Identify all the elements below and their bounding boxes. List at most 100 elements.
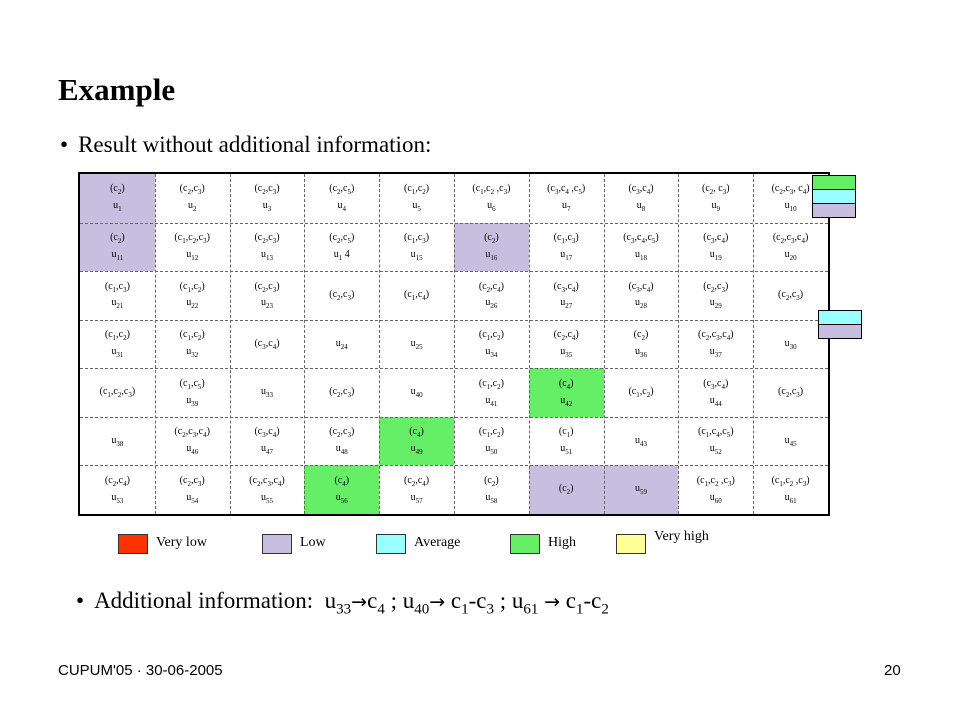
cell-unit: u39 xyxy=(186,394,199,408)
grid-column-divider xyxy=(154,174,156,514)
grid-cell: (c2,c4) u57 xyxy=(379,465,454,514)
grid-cell: (c3,c4) u47 xyxy=(230,417,305,466)
grid-cell: (c1,c3) u17 xyxy=(529,223,604,272)
grid-cell: (c2,c3) xyxy=(304,271,379,320)
cell-combination: (c3,c4) xyxy=(703,377,729,391)
cell-combination: (c1,c2 ,c3) xyxy=(472,183,511,197)
cell-unit: u28 xyxy=(634,297,647,311)
grid-cell: (c3,c4 ,c5) u7 xyxy=(529,174,604,223)
cell-combination: (c2,c3) xyxy=(778,386,804,400)
cell-combination: (c4) xyxy=(334,474,350,488)
cell-unit: u1 4 xyxy=(333,248,350,262)
cell-unit: u34 xyxy=(485,345,498,359)
cell-unit: u48 xyxy=(335,443,348,457)
cell-unit: u17 xyxy=(560,248,573,262)
cell-unit: u56 xyxy=(335,491,348,505)
cell-combination: (c1,c2) xyxy=(104,329,130,343)
cell-unit: u51 xyxy=(560,443,573,457)
grid-column-divider xyxy=(304,174,306,514)
grid-cell: (c3,c4) u19 xyxy=(678,223,753,272)
cell-combination: (c2,c3) xyxy=(254,280,280,294)
cell-combination: (c2,c4) xyxy=(404,474,430,488)
grid-cell: (c1,c2) u34 xyxy=(454,320,529,369)
cell-combination: (c2,c3,c4) xyxy=(249,474,285,488)
cell-combination: (c2,c4) xyxy=(553,329,579,343)
cell-combination: (c2) xyxy=(110,183,125,197)
grid-cell: (c2,c3,c4) u55 xyxy=(230,465,305,514)
cell-combination: (c1,c2) xyxy=(478,329,504,343)
cell-unit: u10 xyxy=(784,200,797,214)
grid-cell: (c2,c3) u29 xyxy=(678,271,753,320)
grid-cell: (c3,c4,c5) u18 xyxy=(604,223,679,272)
grid-column-divider xyxy=(379,174,381,514)
grid-cell: u40 xyxy=(379,368,454,417)
cell-unit: u18 xyxy=(634,248,647,262)
grid-cell: (c2,c4) u26 xyxy=(454,271,529,320)
grid-cell: (c2,c3,c4) u20 xyxy=(753,223,828,272)
cell-combination: (c2, c3) xyxy=(702,183,730,197)
grid-cell: (c1,c2) u32 xyxy=(155,320,230,369)
cell-unit: u3 xyxy=(262,200,272,214)
cell-unit: u8 xyxy=(636,200,646,214)
additional-info: • Additional information: u33→c4 ; u40→ c… xyxy=(76,588,609,618)
cell-unit: u25 xyxy=(410,337,423,351)
cell-unit: u35 xyxy=(560,345,573,359)
cell-unit: u11 xyxy=(111,248,124,262)
cell-combination: (c2,c3) xyxy=(329,386,355,400)
grid-column-divider xyxy=(229,174,231,514)
grid-cell: (c3,c4) u44 xyxy=(678,368,753,417)
cell-unit: u60 xyxy=(709,491,722,505)
legend-swatch xyxy=(118,534,148,554)
cell-combination: (c2,c4) xyxy=(478,280,504,294)
cell-unit: u47 xyxy=(260,443,273,457)
grid-cell: (c2) u36 xyxy=(604,320,679,369)
cell-combination: (c1,c2) xyxy=(179,329,205,343)
cell-unit: u9 xyxy=(711,200,721,214)
grid-cell: (c1,c4) xyxy=(379,271,454,320)
legend-label: High xyxy=(548,535,576,550)
cell-unit: u1 xyxy=(113,200,122,214)
cell-unit: u15 xyxy=(410,248,423,262)
grid-cell: (c2, c3) u9 xyxy=(678,174,753,223)
cell-unit: u30 xyxy=(784,337,797,351)
additional-prefix: Additional information: xyxy=(94,588,314,613)
cell-combination: (c2,c3) xyxy=(778,289,804,302)
cell-combination: (c3,c4) xyxy=(553,280,579,294)
grid-cell: u33 xyxy=(230,368,305,417)
cell-unit: u4 xyxy=(337,200,347,214)
cell-unit: u36 xyxy=(634,345,647,359)
cell-unit: u41 xyxy=(485,394,498,408)
cell-unit: u42 xyxy=(560,394,573,408)
cell-unit: u16 xyxy=(485,248,498,262)
grid-column-divider xyxy=(454,174,455,514)
grid-cell: (c2,c4) u53 xyxy=(80,465,155,514)
cell-combination: (c1,c3) xyxy=(553,232,579,245)
cell-unit: u55 xyxy=(260,491,273,505)
additional-u33: u33 xyxy=(324,588,352,618)
cell-unit: u5 xyxy=(412,200,421,214)
cell-unit: u58 xyxy=(485,491,498,505)
cell-unit: u12 xyxy=(186,248,199,262)
cell-combination: (c2,c3) xyxy=(703,280,729,294)
grid-cell: (c1,c2) u5 xyxy=(379,174,454,223)
grid-cell: (c4) u49 xyxy=(379,416,454,466)
cell-unit: u7 xyxy=(561,200,571,214)
cell-combination: (c1,c2) xyxy=(628,386,654,400)
arrow-icon: → xyxy=(429,591,446,613)
cell-combination: (c3,c4) xyxy=(628,280,654,294)
cell-unit: u52 xyxy=(709,443,722,457)
cell-combination: (c2,c3) xyxy=(329,289,355,302)
cell-unit: u26 xyxy=(485,297,498,311)
grid-cell: (c1) u51 xyxy=(529,417,604,466)
legend-swatch xyxy=(616,534,646,554)
cell-combination: (c2) xyxy=(484,232,499,245)
cell-combination: (c3,c4) xyxy=(254,426,280,440)
grid-cell: (c1,c3) u21 xyxy=(80,271,155,320)
grid-cell: (c1,c2) u41 xyxy=(454,368,529,417)
cell-combination: (c2,c3) xyxy=(254,183,280,197)
cell-unit: u49 xyxy=(410,443,423,457)
cell-unit: u53 xyxy=(111,491,124,505)
grid-cell: u45 xyxy=(753,417,828,466)
grid-cell: (c3,c4) u28 xyxy=(604,271,679,320)
grid-cell: (c1,c2 ,c3) u60 xyxy=(678,465,753,514)
